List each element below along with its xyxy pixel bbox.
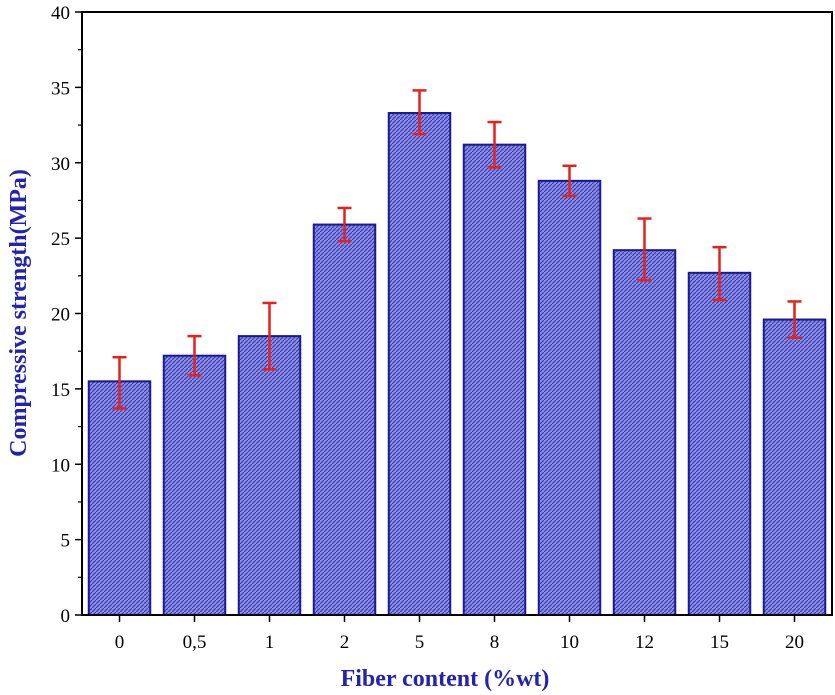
bar-15 — [687, 271, 752, 616]
error-bar-20 — [787, 300, 802, 339]
bar-0 — [87, 380, 152, 616]
bar-10 — [537, 179, 602, 616]
x-tick-label: 2 — [340, 632, 350, 653]
y-tick-label: 20 — [51, 305, 70, 326]
error-bar-1 — [262, 301, 277, 371]
y-tick-label: 25 — [51, 229, 70, 250]
bar-0-5 — [162, 354, 227, 616]
error-bar-0-5 — [187, 334, 202, 377]
bar-20 — [762, 318, 827, 616]
x-tick-label: 0 — [115, 632, 125, 653]
bar-1 — [237, 335, 302, 616]
bar-5 — [387, 112, 452, 616]
error-bar-8 — [487, 120, 502, 169]
bar-2 — [312, 223, 377, 616]
error-bar-0 — [112, 355, 127, 410]
x-tick-label: 8 — [490, 632, 500, 653]
x-tick-label: 15 — [710, 632, 729, 653]
error-bar-12 — [637, 217, 652, 282]
error-bar-2 — [337, 206, 352, 243]
y-tick-label: 15 — [51, 380, 70, 401]
y-axis-title: Compressive strength(MPa) — [6, 169, 32, 457]
bar-12 — [612, 249, 677, 616]
error-bar-10 — [562, 164, 577, 198]
x-tick-label: 1 — [265, 632, 275, 653]
error-bars-group — [112, 89, 802, 410]
bar-8 — [462, 143, 527, 616]
y-tick-label: 10 — [51, 455, 70, 476]
y-tick-label: 5 — [61, 531, 71, 552]
x-tick-label: 10 — [560, 632, 579, 653]
error-bar-15 — [712, 245, 727, 302]
error-bar-5 — [412, 89, 427, 136]
x-tick-label: 20 — [785, 632, 804, 653]
x-axis-title: Fiber content (%wt) — [341, 666, 550, 692]
x-tick-label: 5 — [415, 632, 425, 653]
x-tick-label: 0,5 — [183, 632, 207, 653]
y-tick-label: 40 — [51, 3, 70, 24]
y-tick-label: 35 — [51, 78, 70, 99]
y-tick-label: 30 — [51, 154, 70, 175]
y-tick-label: 0 — [61, 606, 71, 627]
bars-group — [87, 112, 827, 616]
x-tick-label: 12 — [635, 632, 654, 653]
